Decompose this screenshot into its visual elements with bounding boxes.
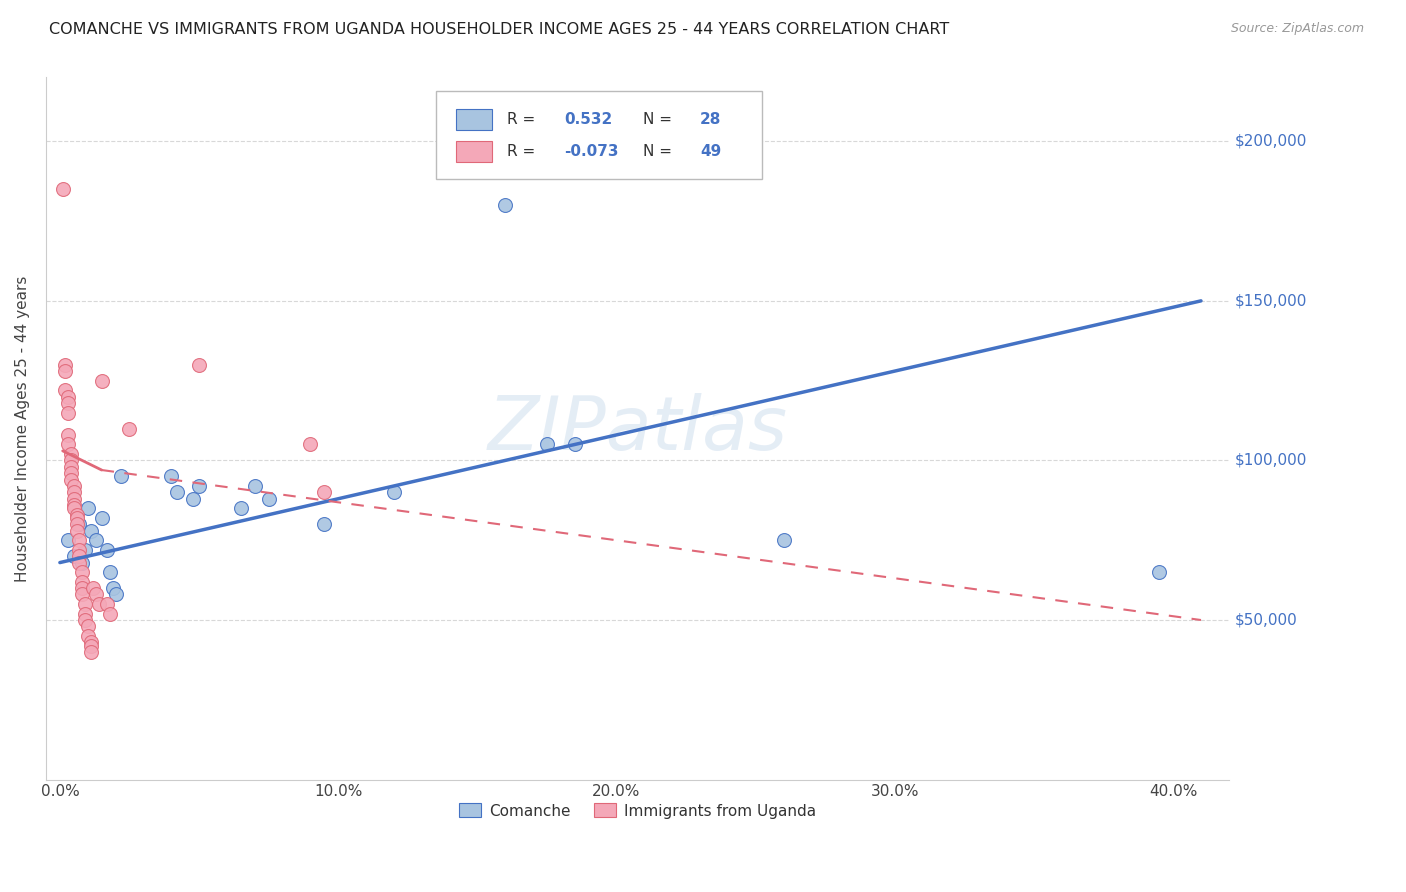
- Point: [62, 479, 84, 493]
- Text: R =: R =: [508, 112, 536, 127]
- Point: [110, 469, 132, 483]
- Point: [62, 501, 84, 516]
- Text: COMANCHE VS IMMIGRANTS FROM UGANDA HOUSEHOLDER INCOME AGES 25 - 44 YEARS CORRELA: COMANCHE VS IMMIGRANTS FROM UGANDA HOUSE…: [49, 22, 949, 37]
- Point: [73, 597, 96, 611]
- Point: [52, 182, 75, 196]
- Point: [58, 406, 80, 420]
- Point: [67, 517, 90, 532]
- Text: $200,000: $200,000: [1234, 134, 1308, 149]
- Text: $50,000: $50,000: [1234, 613, 1298, 628]
- Point: [96, 597, 118, 611]
- Point: [67, 549, 90, 564]
- Point: [67, 556, 90, 570]
- Point: [87, 597, 110, 611]
- Point: [62, 498, 84, 512]
- Y-axis label: Householder Income Ages 25 - 44 years: Householder Income Ages 25 - 44 years: [15, 276, 30, 582]
- Point: [60, 447, 83, 461]
- Point: [166, 485, 188, 500]
- Point: [188, 358, 211, 372]
- Point: [58, 437, 80, 451]
- Legend: Comanche, Immigrants from Uganda: Comanche, Immigrants from Uganda: [453, 797, 823, 824]
- Point: [70, 581, 93, 595]
- Point: [98, 565, 121, 579]
- Point: [536, 437, 558, 451]
- Point: [60, 459, 83, 474]
- Point: [299, 437, 322, 451]
- Point: [65, 524, 87, 538]
- Text: $150,000: $150,000: [1234, 293, 1308, 309]
- Point: [58, 533, 80, 548]
- Point: [55, 383, 77, 397]
- Point: [104, 587, 127, 601]
- Point: [243, 479, 266, 493]
- Point: [73, 542, 96, 557]
- Point: [90, 374, 112, 388]
- Point: [314, 485, 336, 500]
- Bar: [457, 141, 492, 161]
- Point: [62, 491, 84, 506]
- Bar: [457, 109, 492, 130]
- Point: [62, 549, 84, 564]
- Point: [1147, 565, 1170, 579]
- Point: [55, 358, 77, 372]
- Point: [160, 469, 183, 483]
- Point: [62, 485, 84, 500]
- Point: [58, 390, 80, 404]
- Point: [65, 517, 87, 532]
- Text: 28: 28: [700, 112, 721, 127]
- Point: [65, 508, 87, 522]
- Point: [79, 645, 101, 659]
- Point: [98, 607, 121, 621]
- Point: [58, 428, 80, 442]
- Point: [772, 533, 794, 548]
- Point: [60, 473, 83, 487]
- Point: [564, 437, 586, 451]
- Point: [82, 581, 104, 595]
- Point: [76, 619, 98, 633]
- Point: [188, 479, 211, 493]
- Point: [55, 364, 77, 378]
- Point: [183, 491, 205, 506]
- Point: [76, 501, 98, 516]
- Point: [257, 491, 280, 506]
- Text: -0.073: -0.073: [564, 144, 619, 159]
- Point: [70, 565, 93, 579]
- Point: [84, 533, 107, 548]
- Point: [79, 524, 101, 538]
- Point: [101, 581, 124, 595]
- Point: [494, 198, 516, 212]
- Text: 49: 49: [700, 144, 721, 159]
- Text: N =: N =: [644, 112, 672, 127]
- Text: ZIPatlas: ZIPatlas: [488, 392, 787, 465]
- Point: [382, 485, 405, 500]
- Text: N =: N =: [644, 144, 672, 159]
- FancyBboxPatch shape: [436, 92, 762, 179]
- Point: [58, 396, 80, 410]
- Point: [90, 511, 112, 525]
- Point: [67, 542, 90, 557]
- Text: R =: R =: [508, 144, 536, 159]
- Point: [73, 607, 96, 621]
- Point: [60, 453, 83, 467]
- Point: [314, 517, 336, 532]
- Point: [70, 587, 93, 601]
- Point: [73, 613, 96, 627]
- Point: [84, 587, 107, 601]
- Text: Source: ZipAtlas.com: Source: ZipAtlas.com: [1230, 22, 1364, 36]
- Text: $100,000: $100,000: [1234, 453, 1308, 468]
- Point: [79, 635, 101, 649]
- Point: [70, 574, 93, 589]
- Point: [65, 511, 87, 525]
- Point: [76, 629, 98, 643]
- Point: [118, 421, 141, 435]
- Text: 0.532: 0.532: [564, 112, 612, 127]
- Point: [60, 467, 83, 481]
- Point: [229, 501, 252, 516]
- Point: [67, 533, 90, 548]
- Point: [79, 639, 101, 653]
- Point: [70, 556, 93, 570]
- Point: [96, 542, 118, 557]
